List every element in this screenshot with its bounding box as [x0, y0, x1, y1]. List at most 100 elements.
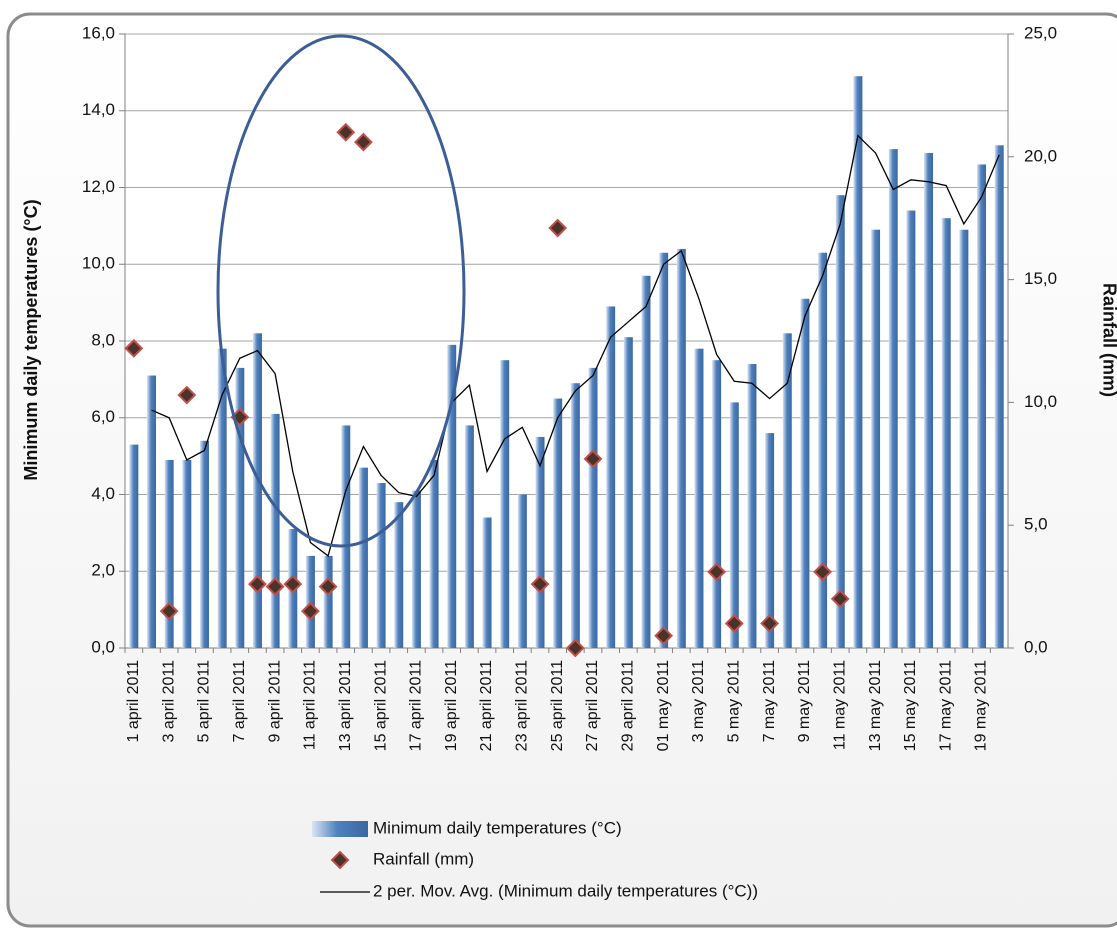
x-tick-label: 19 april 2011 — [443, 660, 460, 751]
bar — [588, 367, 598, 648]
x-tick-label: 5 may 2011 — [725, 660, 742, 743]
bar — [323, 555, 333, 648]
rainfall-marker — [248, 574, 267, 594]
bar — [765, 433, 775, 648]
bar — [553, 398, 563, 648]
y2-axis-title: Rainfall (mm) — [1099, 283, 1117, 397]
x-tick-label: 9 may 2011 — [796, 660, 813, 743]
y-tick-label: 2,0 — [91, 561, 115, 580]
x-tick-label: 13 april 2011 — [337, 660, 354, 751]
rainfall-marker — [301, 601, 320, 621]
legend-label: Rainfall (mm) — [373, 849, 474, 868]
legend-label: 2 per. Mov. Avg. (Minimum daily temperat… — [373, 881, 758, 900]
bar — [482, 517, 492, 648]
x-tick-label: 9 april 2011 — [266, 660, 283, 743]
bar — [676, 248, 686, 648]
annotation-ellipse — [216, 34, 466, 548]
rainfall-marker — [813, 562, 832, 582]
y-tick-label: 14,0 — [82, 100, 115, 119]
rainfall-marker — [565, 638, 585, 658]
x-tick-label: 23 april 2011 — [514, 660, 531, 751]
y-tick-label: 0,0 — [91, 637, 115, 656]
bar — [606, 306, 616, 648]
bar — [217, 348, 227, 648]
bar — [853, 76, 863, 648]
x-tick-label: 11 april 2011 — [302, 660, 319, 750]
bar — [906, 210, 916, 648]
bar — [464, 425, 474, 648]
y2-tick-label: 5,0 — [1024, 515, 1048, 534]
x-tick-label: 13 may 2011 — [867, 660, 884, 751]
layer: 0,0 2,0 4,0 6,0 8,0 10,0 12,0 14,0 16,0 0,0 5,0 10,… — [82, 23, 1057, 751]
bar — [659, 252, 669, 649]
legend-swatch — [330, 850, 350, 870]
bar — [694, 348, 704, 648]
bar — [641, 275, 651, 648]
y2-tick-label: 25,0 — [1024, 23, 1057, 42]
rainfall-marker — [760, 614, 780, 633]
y2-tick-label: 10,0 — [1024, 392, 1057, 411]
y2-tick-label: 20,0 — [1024, 146, 1057, 165]
rainfall-marker — [830, 589, 850, 609]
x-tick-label: 7 april 2011 — [231, 660, 248, 743]
x-tick-label: 29 april 2011 — [620, 660, 637, 751]
bar — [517, 494, 527, 648]
bar — [729, 402, 739, 648]
x-tick-label: 15 may 2011 — [902, 660, 919, 751]
x-tick-label: 3 may 2011 — [690, 660, 707, 743]
x-tick-label: 7 may 2011 — [761, 660, 778, 743]
bar — [358, 467, 368, 648]
x-tick-label: 11 may 2011 — [831, 660, 848, 750]
bar — [570, 383, 580, 648]
x-tick-label: 17 may 2011 — [937, 660, 954, 751]
bar — [835, 195, 845, 649]
bar — [535, 436, 545, 648]
rainfall-marker — [265, 577, 285, 597]
y-axis-title: Minimum daily temperatures (°C) — [21, 199, 41, 480]
bar — [712, 360, 722, 648]
bar — [623, 337, 633, 648]
rainfall-marker — [583, 449, 603, 469]
x-tick-label: 1 april 2011 — [125, 660, 142, 743]
bar — [500, 360, 510, 648]
rainfall-marker — [724, 614, 744, 633]
bar — [199, 440, 209, 648]
x-tick-label: 15 april 2011 — [372, 660, 389, 751]
x-tick-label: 21 april 2011 — [478, 660, 495, 751]
bar — [394, 502, 404, 648]
x-tick-label: 17 april 2011 — [408, 660, 425, 751]
bar — [888, 149, 898, 648]
y-tick-label: 4,0 — [91, 484, 115, 503]
moving-average-line — [151, 134, 1000, 558]
x-tick-label: 19 may 2011 — [973, 660, 990, 751]
x-tick-label: 01 may 2011 — [655, 660, 672, 751]
rainfall-marker — [353, 132, 373, 152]
bar — [818, 252, 828, 649]
y2-tick-label: 0,0 — [1024, 637, 1048, 656]
bar — [182, 459, 192, 648]
x-tick-label: 3 april 2011 — [160, 660, 177, 743]
rainfall-marker — [283, 574, 303, 594]
legend-swatch — [312, 821, 368, 837]
legend-label: Minimum daily temperatures (°C) — [373, 818, 622, 837]
bar — [429, 459, 439, 648]
x-tick-label: 25 april 2011 — [549, 660, 566, 751]
bar — [924, 152, 934, 648]
bar — [411, 490, 421, 648]
y-tick-label: 16,0 — [82, 23, 115, 42]
bar — [871, 229, 881, 648]
y2-tick-label: 15,0 — [1024, 269, 1057, 288]
bar — [146, 375, 156, 648]
y-tick-label: 10,0 — [82, 254, 115, 273]
bar — [376, 482, 386, 648]
x-tick-label: 5 april 2011 — [196, 660, 213, 743]
y-tick-label: 12,0 — [82, 177, 115, 196]
x-tick-label: 27 april 2011 — [584, 660, 601, 751]
bar — [447, 344, 457, 648]
rainfall-marker — [177, 385, 197, 405]
rainfall-marker — [548, 218, 568, 238]
rainfall-marker — [336, 122, 356, 142]
bar — [782, 333, 792, 648]
rainfall-marker — [159, 601, 179, 621]
